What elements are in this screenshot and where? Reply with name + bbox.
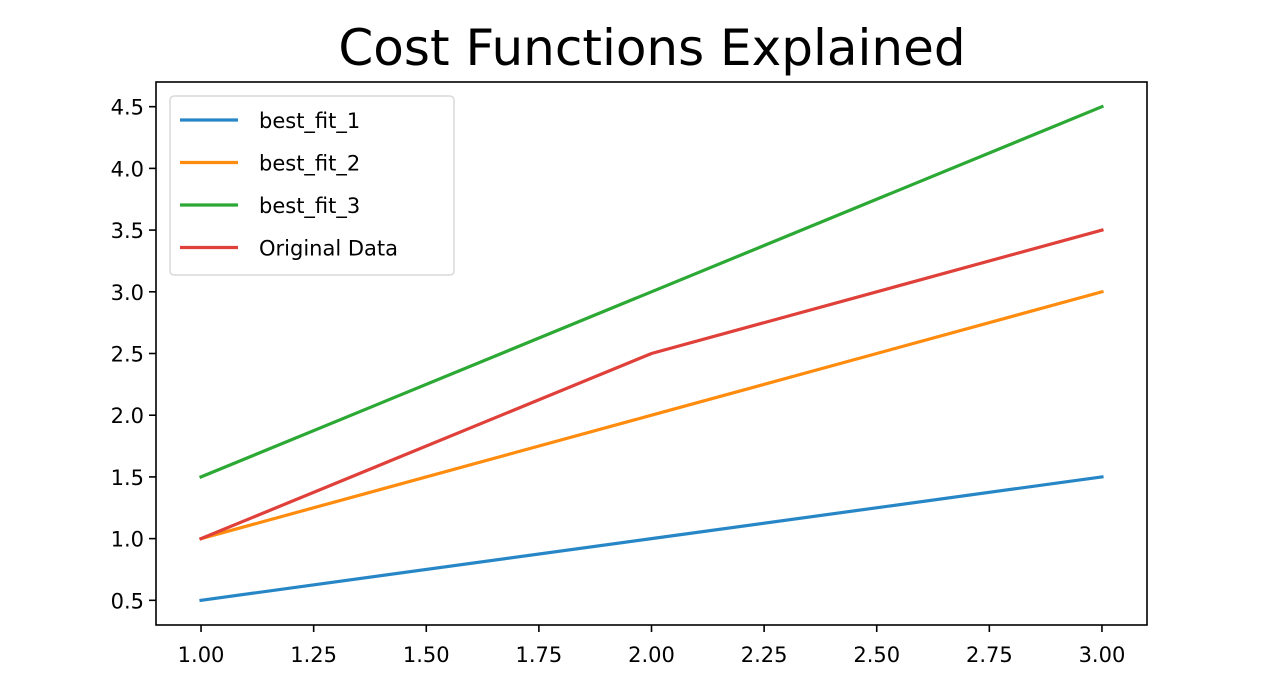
x-tick-label: 2.75 [966, 643, 1013, 667]
y-tick-label: 2.0 [111, 404, 144, 428]
x-tick-label: 1.25 [290, 643, 337, 667]
legend-label-3: best_fit_3 [259, 194, 360, 219]
y-axis: 0.5 1.0 1.5 2.0 2.5 3.0 3.5 4.0 4.5 [111, 96, 156, 613]
y-tick-label: 3.5 [111, 219, 144, 243]
y-tick-label: 4.0 [111, 157, 144, 181]
x-axis: 1.00 1.25 1.50 1.75 2.00 2.25 2.50 2.75 3.00 [178, 625, 1126, 667]
y-tick-label: 0.5 [111, 589, 144, 613]
series-line-2 [199, 289, 1104, 541]
series-line-4 [198, 228, 1104, 541]
y-tick-label: 4.5 [111, 96, 144, 120]
y-tick-label: 2.5 [111, 343, 144, 367]
series-line-3 [198, 104, 1105, 479]
series-line-1 [199, 475, 1104, 603]
x-tick-label: 2.25 [741, 643, 788, 667]
y-tick-label: 3.0 [111, 281, 144, 305]
y-tick-label: 1.5 [111, 466, 144, 490]
legend-label-1: best_fit_1 [259, 109, 360, 134]
x-tick-label: 1.50 [403, 643, 450, 667]
y-tick-label: 1.0 [111, 528, 144, 552]
x-tick-label: 3.00 [1079, 643, 1126, 667]
legend: best_fit_1 best_fit_2 best_fit_3 Original D… [169, 95, 455, 276]
legend-box [169, 95, 455, 276]
x-tick-label: 2.00 [628, 643, 675, 667]
series-layer [198, 104, 1105, 603]
legend-label-4: Original Data [259, 237, 398, 261]
x-tick-label: 2.50 [853, 643, 900, 667]
x-tick-label: 1.00 [178, 643, 225, 667]
chart-title: Cost Functions Explained [338, 19, 965, 77]
legend-label-2: best_fit_2 [259, 152, 360, 177]
x-tick-label: 1.75 [516, 643, 563, 667]
